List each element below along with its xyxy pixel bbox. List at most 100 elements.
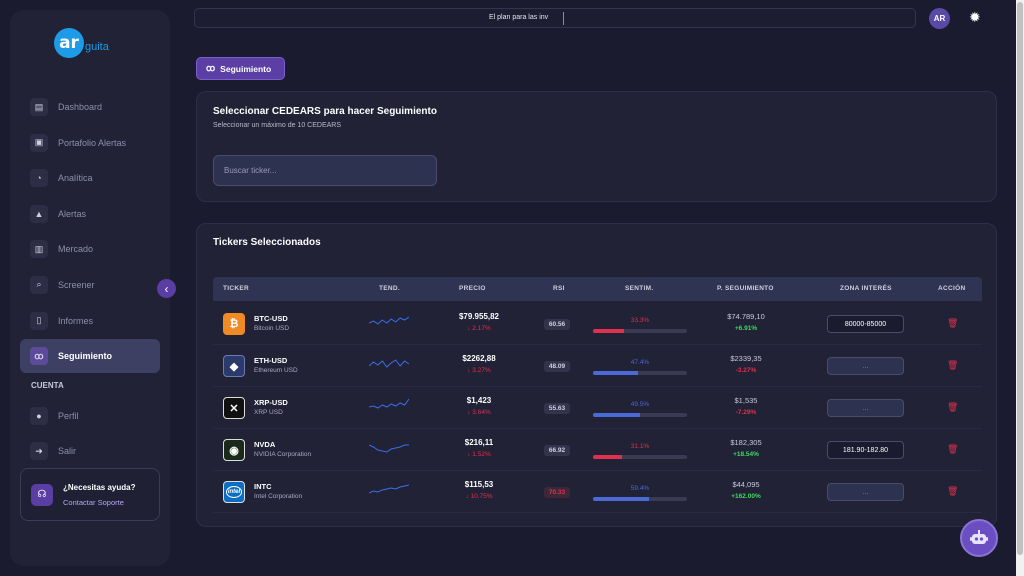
- trend-sparkline: [369, 444, 409, 453]
- ticker-name: Ethereum USD: [254, 367, 298, 374]
- sparkline-path: [369, 316, 409, 325]
- trend-sparkline: [369, 398, 409, 409]
- rsi-badge: 70.33: [544, 487, 570, 498]
- sidebar-item-mercado[interactable]: ▥ Mercado: [20, 232, 160, 266]
- table-row: intel INTC Intel Corporation $115,53 ↓ 1…: [213, 471, 982, 513]
- ticker-price: $115,53: [464, 480, 494, 489]
- selector-card: Seleccionar CEDEARS para hacer Seguimien…: [196, 91, 997, 202]
- interest-zone-input[interactable]: [827, 399, 904, 417]
- ticker-symbol: XRP-USD: [254, 398, 288, 407]
- pie-icon: ◔: [30, 169, 48, 188]
- sidebar-item-screener[interactable]: ⌕ Screener: [20, 268, 160, 302]
- xrp-usd-logo-icon: ✕: [223, 397, 245, 419]
- follow-change: +162.00%: [731, 493, 761, 500]
- sidebar-item-label: Seguimiento: [58, 351, 113, 362]
- sidebar: ar guita ▤ Dashboard ▣ Portafolio Alertas ◔ A…: [10, 10, 170, 566]
- sentiment-bar-fill: [593, 413, 640, 417]
- sidebar-item-alertas[interactable]: ▲ Alertas: [20, 197, 160, 231]
- search-icon: ⌕: [30, 275, 48, 294]
- ticker-symbol: BTC-USD: [254, 314, 288, 323]
- tab-seguimiento[interactable]: ꝏ Seguimiento: [196, 57, 285, 80]
- sidebar-item-analítica[interactable]: ◔ Analítica: [20, 161, 160, 195]
- logo-mark: ar: [54, 28, 84, 58]
- sidebar-item-label: Mercado: [58, 244, 94, 255]
- collapse-sidebar-button[interactable]: ‹: [157, 279, 176, 298]
- delete-trash-icon[interactable]: 🗑: [947, 360, 959, 370]
- robot-icon: [970, 530, 988, 544]
- chatbot-button[interactable]: [960, 519, 998, 557]
- rsi-badge: 48.09: [544, 361, 570, 372]
- selector-title: Seleccionar CEDEARS para hacer Seguimien…: [213, 106, 437, 117]
- sidebar-item-label: Salir: [58, 446, 77, 457]
- sentiment-bar-fill: [593, 329, 625, 333]
- sidebar-item-label: Informes: [58, 315, 94, 326]
- ticker-symbol: ETH-USD: [254, 356, 288, 365]
- sentiment-value: 47.4%: [630, 359, 650, 366]
- table-row: ◉ NVDA NVIDIA Corporation $216,11 ↓ 1.52…: [213, 429, 982, 471]
- table-header: TICKER TEND. PRECIO RSI SENTIM. P. SEGUI…: [213, 277, 982, 301]
- intc-logo-icon: intel: [223, 481, 245, 503]
- logo-word: guita: [85, 41, 109, 53]
- interest-zone-input[interactable]: [827, 483, 904, 501]
- help-box[interactable]: ☊ ¿Necesitas ayuda? Contactar Soporte: [20, 468, 160, 521]
- tab-label: Seguimiento: [220, 63, 272, 74]
- table-row: ◆ ETH-USD Ethereum USD $2262,88 ↓ 3.27% …: [213, 345, 982, 387]
- scrollbar-thumb[interactable]: [1017, 2, 1023, 555]
- ticker-symbol: NVDA: [254, 440, 276, 449]
- news-ticker-bar: El plan para las inv: [194, 8, 916, 28]
- sidebar-item-perfil[interactable]: ● Perfil: [20, 399, 160, 433]
- briefcase-icon: ▣: [30, 133, 48, 152]
- sentiment-bar: [593, 497, 687, 501]
- user-avatar[interactable]: AR: [929, 8, 950, 29]
- sentiment-value: 59.4%: [630, 485, 650, 492]
- interest-zone-input[interactable]: [827, 357, 904, 375]
- contact-support-link[interactable]: Contactar Soporte: [63, 497, 124, 507]
- ticker-name: Bitcoin USD: [254, 325, 290, 332]
- account-section-label: CUENTA: [31, 380, 64, 390]
- binoculars-icon: ꝏ: [30, 347, 48, 366]
- delete-trash-icon[interactable]: 🗑: [947, 402, 959, 412]
- sidebar-item-seguimiento[interactable]: ꝏ Seguimiento: [20, 339, 160, 374]
- sentiment-value: 49.5%: [630, 401, 650, 408]
- follow-price: $74.789,10: [727, 312, 765, 321]
- ticker-name: NVIDIA Corporation: [254, 451, 312, 458]
- sentiment-bar: [593, 413, 687, 417]
- price-change: ↓ 10.75%: [465, 493, 493, 500]
- ticker-price: $216,11: [464, 438, 494, 447]
- interest-zone-input[interactable]: [827, 441, 904, 459]
- follow-price: $1,535: [734, 396, 758, 405]
- logout-icon: ➜: [30, 442, 48, 461]
- page-scrollbar[interactable]: [1016, 0, 1024, 576]
- sidebar-item-label: Perfil: [58, 410, 79, 421]
- follow-change: +6.91%: [734, 325, 758, 332]
- headset-icon: ☊: [31, 483, 53, 506]
- sidebar-item-dashboard[interactable]: ▤ Dashboard: [20, 90, 160, 124]
- settings-gear-icon[interactable]: ✹: [969, 9, 981, 25]
- header-action: ACCIÓN: [938, 285, 966, 292]
- delete-trash-icon[interactable]: 🗑: [947, 486, 959, 496]
- sentiment-bar: [593, 371, 687, 375]
- header-sentiment: SENTIM.: [625, 285, 654, 292]
- help-title: ¿Necesitas ayuda?: [63, 482, 136, 492]
- trend-sparkline: [369, 316, 409, 325]
- logo[interactable]: ar guita: [54, 28, 109, 58]
- price-change: ↓ 1.52%: [467, 451, 491, 458]
- file-icon: ▯: [30, 311, 48, 330]
- sidebar-item-salir[interactable]: ➜ Salir: [20, 434, 160, 468]
- sidebar-item-informes[interactable]: ▯ Informes: [20, 304, 160, 338]
- ticker-search-input[interactable]: [213, 155, 437, 186]
- rsi-badge: 55.63: [544, 403, 570, 414]
- sidebar-item-portafolio-alertas[interactable]: ▣ Portafolio Alertas: [20, 126, 160, 160]
- rsi-badge: 60.56: [544, 319, 570, 330]
- delete-trash-icon[interactable]: 🗑: [947, 444, 959, 454]
- sentiment-bar-fill: [593, 497, 649, 501]
- follow-price: $2339,35: [730, 354, 762, 363]
- table-row: ✕ XRP-USD XRP USD $1,423 ↓ 3.64% 55.63 4…: [213, 387, 982, 429]
- header-interest-zone: ZONA INTERÉS: [840, 285, 892, 292]
- delete-trash-icon[interactable]: 🗑: [947, 318, 959, 328]
- ticker-price: $1,423: [466, 396, 492, 405]
- user-icon: ●: [30, 406, 48, 425]
- btc-usd-logo-icon: ₿: [223, 313, 245, 335]
- follow-price: $182,305: [730, 438, 762, 447]
- interest-zone-input[interactable]: [827, 315, 904, 333]
